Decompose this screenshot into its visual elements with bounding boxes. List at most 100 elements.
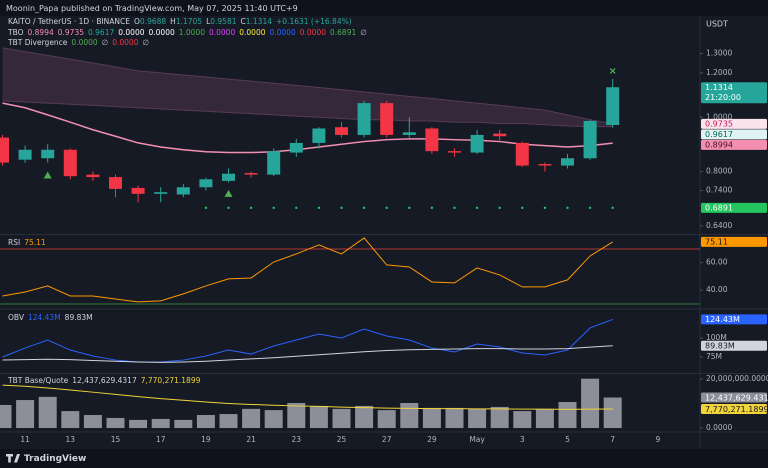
signal-dot [521, 206, 524, 210]
candle-body [425, 128, 439, 152]
volume-bar [309, 405, 328, 429]
price-label: 75.11 [705, 238, 728, 247]
legend-value: TBT Base/Quote [7, 376, 69, 385]
price-label-box [701, 314, 767, 325]
y-tick-label: 0.0000 [706, 423, 732, 432]
indicator-line [2, 318, 613, 363]
candle-body [538, 164, 552, 166]
price-label: 0.9617 [705, 130, 733, 139]
signal-dot [362, 206, 366, 210]
legend-title: TBO [7, 28, 24, 37]
footer-bar [0, 449, 768, 468]
candle-body [154, 192, 168, 194]
volume-bar [264, 410, 283, 429]
cloud-upper [2, 47, 613, 125]
legend-value: 1.0000 [179, 28, 205, 37]
legend-value: 0.0000 [71, 38, 97, 47]
legend-value: 0.0000 [209, 28, 235, 37]
legend-value: 0.0000 [270, 28, 296, 37]
x-tick-label: 3 [520, 435, 525, 444]
price-label-box [701, 236, 767, 247]
pane-legend: OBV 124.43M 89.83M [8, 313, 93, 322]
header-bar [0, 0, 768, 16]
price-label: 7,770,271.1899 [705, 405, 768, 414]
legend-value: 0.8994 [28, 28, 54, 37]
candle-body [448, 151, 461, 153]
pane-legend: RSI 75.11 [8, 238, 46, 247]
volume-bar [490, 406, 509, 429]
countdown-label: 21:20:00 [705, 93, 741, 102]
volume-bar [445, 407, 464, 429]
signal-dot [475, 206, 479, 210]
candle-body [267, 151, 281, 175]
x-tick-label: 21 [246, 435, 256, 444]
signal-dot [430, 206, 434, 210]
price-label: 124.43M [705, 315, 740, 324]
price-label-box [701, 202, 767, 213]
y-tick-label: 60.00 [706, 258, 728, 267]
signal-dot [317, 206, 321, 210]
indicator-legend: TBT Divergence 0.0000 ∅ 0.0000 ∅ [7, 38, 149, 47]
legend-value: O [134, 17, 140, 26]
brand-name: TradingView [24, 454, 86, 464]
legend-value: 0.0000 [118, 28, 144, 37]
price-label-box [701, 403, 767, 414]
candle-body [470, 134, 484, 153]
price-label: 12,437,629.4317 [705, 393, 768, 402]
volume-bar [400, 402, 419, 429]
x-tick-label: 27 [382, 435, 392, 444]
volume-bar [513, 411, 532, 429]
x-tick-label: 7 [610, 435, 615, 444]
legend-value: RSI [8, 238, 20, 247]
volume-bar [355, 405, 374, 429]
candle-body [493, 133, 507, 137]
price-label: 0.8994 [705, 141, 733, 150]
volume-bar [196, 415, 215, 429]
legend-value: ∅ [360, 28, 367, 37]
signal-dot [227, 206, 230, 210]
signal-dot [566, 206, 569, 210]
cloud-fill [2, 47, 613, 127]
volume-bar [242, 408, 261, 429]
indicator-line [2, 237, 613, 303]
volume-bar [61, 411, 80, 429]
y-tick-label: 0.8000 [706, 167, 732, 176]
volume-bar [287, 402, 306, 429]
legend-title: TBT Divergence [7, 38, 68, 47]
sell-signal [609, 67, 616, 74]
plot-area [0, 47, 700, 429]
candle-body [244, 173, 258, 175]
publisher-note: Moonin_Papa published on TradingView.com… [6, 4, 298, 13]
candle-body [312, 128, 326, 143]
candle-body [583, 120, 597, 159]
volume-bar [332, 408, 351, 429]
signal-dot [543, 206, 547, 210]
candle-body [380, 103, 394, 135]
indicator-line [2, 384, 613, 410]
legend-value: 0.9688 [140, 17, 166, 26]
buy-signal [224, 189, 233, 197]
legend-value: 0.0000 [112, 38, 138, 47]
signal-dot [295, 206, 298, 210]
legend-value: 1.1705 [176, 17, 202, 26]
price-label-box [701, 129, 767, 140]
signal-dot [408, 206, 411, 210]
legend-value: C [241, 17, 246, 26]
brand-logo [6, 454, 20, 463]
legend-value: L [206, 17, 211, 26]
volume-bar [377, 410, 396, 429]
pane-legend: KAITO / TetherUS · 1D · BINANCE O0.9688 H1… [8, 17, 352, 26]
x-tick-label: 9 [656, 435, 661, 444]
price-label-box [701, 118, 767, 129]
volume-bar [468, 408, 487, 429]
legend-value: +0.1631 (+16.84%) [276, 17, 352, 26]
legend-value: 0.9581 [210, 17, 236, 26]
legend-value: 75.11 [24, 238, 46, 247]
y-tick-label: 0.7400 [706, 186, 732, 195]
y-tick-label: 100M [706, 333, 727, 342]
volume-bar [151, 418, 170, 429]
y-tick-label: 1.2000 [706, 68, 732, 77]
volume-bar [0, 404, 12, 429]
legend-value: KAITO / TetherUS · 1D · BINANCE [8, 17, 130, 26]
legend-value: ∅ [142, 38, 149, 47]
